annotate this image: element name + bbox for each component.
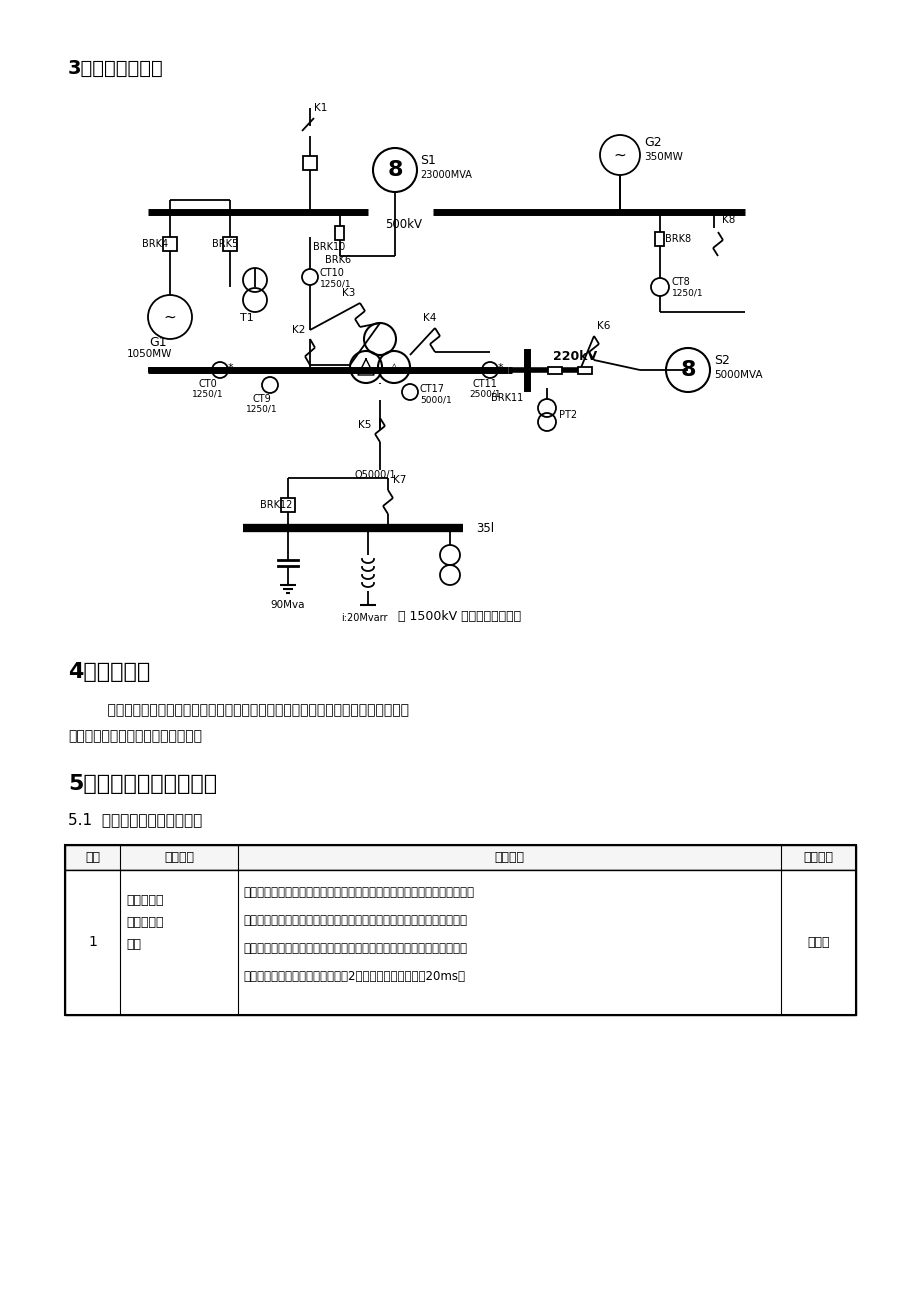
Text: 内外金属件: 内外金属件 <box>126 916 164 929</box>
Text: BRK5: BRK5 <box>211 239 238 248</box>
Text: BRK6: BRK6 <box>324 255 351 265</box>
Text: 判定为合格，一般项指标只做参考。: 判定为合格，一般项指标只做参考。 <box>68 729 202 743</box>
Text: 500kV: 500kV <box>384 217 422 230</box>
Bar <box>65 870 855 1015</box>
Bar <box>548 367 562 373</box>
Bar <box>577 367 591 373</box>
Text: CT9: CT9 <box>253 394 271 405</box>
Text: 8: 8 <box>679 360 695 380</box>
Text: △: △ <box>390 362 398 372</box>
Bar <box>222 237 237 251</box>
Text: K8: K8 <box>721 215 734 225</box>
Text: 5000/1: 5000/1 <box>420 396 451 405</box>
Bar <box>163 237 176 251</box>
Text: i:20Mvarr: i:20Mvarr <box>340 613 387 623</box>
Text: 23000MVA: 23000MVA <box>420 170 471 180</box>
Text: 5、项目设置及类别定级: 5、项目设置及类别定级 <box>68 774 217 794</box>
Text: 故障: 故障 <box>126 938 141 951</box>
Text: 1250/1: 1250/1 <box>671 289 703 298</box>
Text: K2: K2 <box>291 325 305 334</box>
Text: 35l: 35l <box>475 522 494 535</box>
Text: CT0: CT0 <box>199 379 217 389</box>
Text: CT10: CT10 <box>320 268 345 278</box>
Text: 试验项目: 试验项目 <box>164 851 194 864</box>
Text: BRK12: BRK12 <box>260 500 292 510</box>
Text: K6: K6 <box>596 321 609 330</box>
Text: K7: K7 <box>392 475 406 485</box>
Text: 8: 8 <box>387 160 403 180</box>
Text: 1050MW: 1050MW <box>127 349 173 359</box>
Text: 图 1500kV 三绕组变压器模型: 图 1500kV 三绕组变压器模型 <box>398 609 521 622</box>
Text: G1: G1 <box>149 336 166 349</box>
Text: BRK8: BRK8 <box>664 234 690 245</box>
Text: S1: S1 <box>420 154 436 167</box>
Text: 金属性单相接地、两相接地、两相短路、三相短路、三相短路接地故障，: 金属性单相接地、两相接地、两相短路、三相短路、三相短路接地故障， <box>243 913 467 926</box>
Text: 关键项: 关键项 <box>806 935 829 948</box>
Text: *: * <box>497 363 503 373</box>
Text: ~: ~ <box>164 310 176 324</box>
Bar <box>302 156 317 170</box>
Text: BRK11: BRK11 <box>491 393 523 403</box>
Bar <box>335 226 344 239</box>
Text: 1: 1 <box>88 935 96 950</box>
Text: 5000MVA: 5000MVA <box>713 369 762 380</box>
Text: 3、动态试验模型: 3、动态试验模型 <box>68 59 164 78</box>
Text: 1250/1: 1250/1 <box>246 405 278 414</box>
Text: 2500/1: 2500/1 <box>469 389 500 398</box>
Text: 220kV: 220kV <box>552 350 596 363</box>
Bar <box>65 846 855 870</box>
Text: K1: K1 <box>313 103 327 113</box>
Text: PT2: PT2 <box>559 410 576 420</box>
Bar <box>654 232 664 246</box>
Text: 低压侧区内两相短路和三相短路故障等。试验要求保护区内故障变压器保: 低压侧区内两相短路和三相短路故障等。试验要求保护区内故障变压器保 <box>243 942 467 955</box>
Text: S2: S2 <box>713 354 729 367</box>
Text: 护应正确动作。差动速断大于等于2倍定值动作时间不大于20ms；: 护应正确动作。差动速断大于等于2倍定值动作时间不大于20ms； <box>243 969 464 982</box>
Text: Q5000/1: Q5000/1 <box>354 470 395 480</box>
Text: 5.1  变压器保护装置检测项目: 5.1 变压器保护装置检测项目 <box>68 813 202 827</box>
Text: 差动保护区: 差动保护区 <box>126 894 164 907</box>
Text: 质量检测项的评价分为关键指标和一般指标，满足所有关键项指标要求的送检样品: 质量检测项的评价分为关键指标和一般指标，满足所有关键项指标要求的送检样品 <box>90 703 409 717</box>
Text: T1: T1 <box>240 314 254 323</box>
Text: K3: K3 <box>342 288 355 298</box>
Text: 项目类别: 项目类别 <box>802 851 833 864</box>
Text: 序号: 序号 <box>85 851 100 864</box>
Text: 4、判定准则: 4、判定准则 <box>68 662 150 682</box>
Text: 90Mva: 90Mva <box>270 600 305 610</box>
Text: K5: K5 <box>357 420 371 431</box>
Bar <box>65 846 855 1015</box>
Text: K4: K4 <box>423 314 437 323</box>
Text: 在变压器满载及空载情况下，分别模拟以下各种故障：高压侧和中压侧区内: 在变压器满载及空载情况下，分别模拟以下各种故障：高压侧和中压侧区内 <box>243 886 473 899</box>
Text: 1250/1: 1250/1 <box>320 280 351 289</box>
Text: BRK4: BRK4 <box>142 239 168 248</box>
Text: 1250/1: 1250/1 <box>192 389 223 398</box>
Text: G2: G2 <box>643 137 661 150</box>
Text: CT11: CT11 <box>472 379 497 389</box>
Text: BRK10: BRK10 <box>312 242 345 252</box>
Text: CT8: CT8 <box>671 277 690 288</box>
Text: 350MW: 350MW <box>643 152 682 163</box>
Text: 技术要求: 技术要求 <box>494 851 524 864</box>
Bar <box>280 498 295 513</box>
Text: ~: ~ <box>613 147 626 163</box>
Text: *: * <box>228 363 233 373</box>
Text: CT17: CT17 <box>420 384 445 394</box>
